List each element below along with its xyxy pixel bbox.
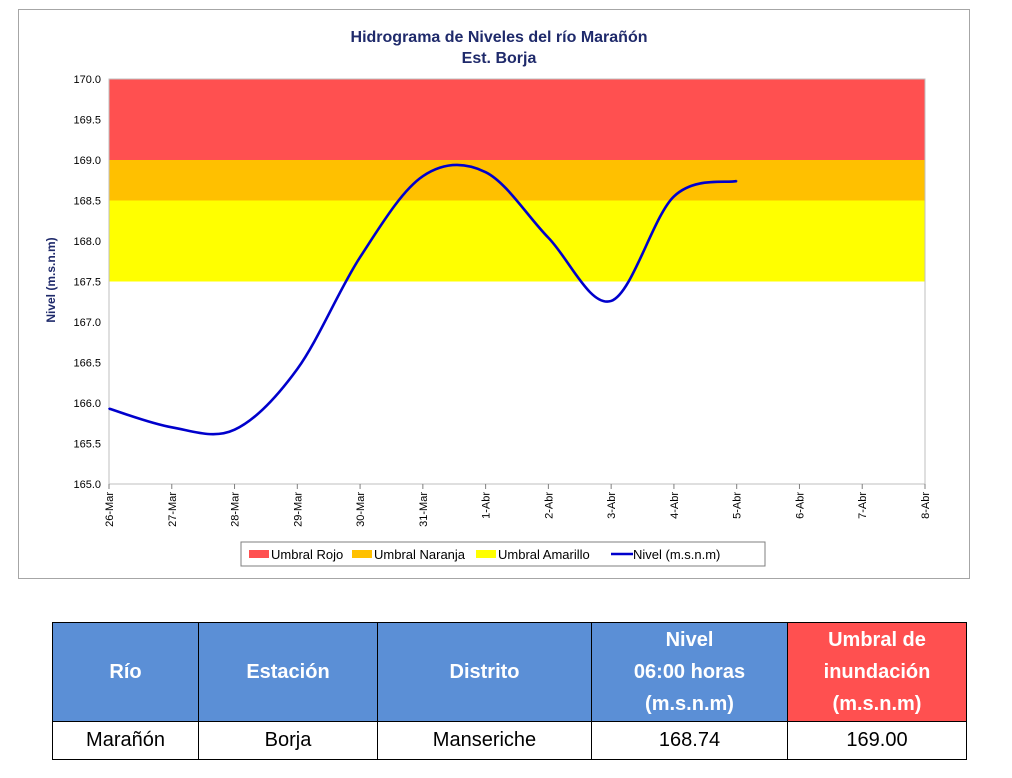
- series-point: [610, 300, 612, 302]
- y-tick-label: 165.5: [73, 439, 101, 451]
- chart-title: Hidrograma de Niveles del río Marañón: [351, 29, 648, 46]
- legend-label: Umbral Amarillo: [498, 547, 590, 562]
- series-point: [735, 180, 738, 182]
- plot-border: [108, 78, 926, 485]
- series-point: [233, 428, 236, 431]
- x-tick-label: 28-Mar: [230, 492, 242, 527]
- y-tick-label: 167.0: [73, 317, 101, 329]
- header-distrito: Distrito: [377, 622, 592, 722]
- cell-umbral: 169.00: [787, 721, 967, 760]
- header-rio: Río: [52, 622, 199, 722]
- legend-label: Nivel (m.s.n.m): [633, 547, 720, 562]
- x-tick-label: 5-Abr: [732, 492, 744, 519]
- y-axis-ticks: 165.0 165.5 166.0 166.5 167.0 167.5 168.0 168.5…: [73, 74, 101, 491]
- x-tick-label: 7-Abr: [857, 492, 869, 519]
- plot-area: [108, 78, 926, 485]
- legend-box: [240, 541, 766, 567]
- legend-label: Umbral Naranja: [374, 547, 466, 562]
- hydrograph-chart: Hidrograma de Niveles del río Marañón Es…: [44, 29, 932, 567]
- table-header-row: Río Estación Distrito Nivel 06:00 horas …: [52, 622, 967, 722]
- x-tick-label: 27-Mar: [167, 492, 179, 527]
- y-tick-label: 169.5: [73, 115, 101, 127]
- legend-swatch: [476, 550, 496, 558]
- x-tick-label: 6-Abr: [794, 492, 806, 519]
- x-tick-label: 3-Abr: [606, 492, 618, 519]
- cell-nivel: 168.74: [591, 721, 788, 760]
- header-umbral-line: (m.s.n.m): [832, 693, 922, 715]
- header-nivel-line: Nivel: [665, 629, 714, 651]
- cell-estacion: Borja: [198, 721, 378, 760]
- x-tick-label: 4-Abr: [669, 492, 681, 519]
- cell-distrito: Manseriche: [377, 721, 592, 760]
- x-tick-label: 1-Abr: [481, 492, 493, 519]
- band-umbral-naranja: [109, 160, 925, 201]
- y-tick-label: 166.0: [73, 398, 101, 410]
- header-umbral: Umbral de inundación (m.s.n.m): [787, 622, 967, 722]
- series-point: [484, 171, 487, 173]
- y-tick-label: 170.0: [73, 74, 101, 86]
- y-tick-label: 169.0: [73, 155, 101, 167]
- station-info-table: Río Estación Distrito Nivel 06:00 horas …: [52, 622, 967, 760]
- x-tick-label: 26-Mar: [104, 492, 116, 527]
- x-tick-label: 30-Mar: [355, 492, 367, 527]
- series-point: [422, 175, 424, 177]
- x-tick-label: 8-Abr: [920, 492, 932, 519]
- y-axis-title: Nivel (m.s.n.m): [44, 237, 58, 322]
- x-tick-label: 29-Mar: [292, 492, 304, 527]
- header-nivel: Nivel 06:00 horas (m.s.n.m): [591, 622, 788, 722]
- band-umbral-amarillo: [109, 200, 925, 282]
- series-point: [547, 236, 550, 239]
- legend-label: Umbral Rojo: [271, 547, 343, 562]
- series-point: [296, 368, 299, 370]
- table-row: Marañón Borja Manseriche 168.74 169.00: [52, 721, 967, 760]
- chart-legend: Umbral Rojo Umbral Naranja Umbral Amarillo…: [240, 541, 766, 567]
- series-point: [359, 256, 361, 258]
- header-estacion: Estación: [198, 622, 378, 722]
- y-tick-label: 168.0: [73, 236, 101, 248]
- series-layer: [108, 163, 738, 436]
- cell-rio: Marañón: [52, 721, 199, 760]
- chart-frame: Hidrograma de Niveles del río Marañón Es…: [18, 9, 970, 579]
- threshold-bands: [109, 79, 925, 282]
- y-tick-label: 168.5: [73, 196, 101, 208]
- y-tick-label: 167.5: [73, 277, 101, 289]
- x-tick-label: 31-Mar: [418, 492, 430, 527]
- series-point: [170, 426, 173, 429]
- legend-swatch: [249, 550, 269, 558]
- x-tick-label: 2-Abr: [543, 492, 555, 519]
- y-tick-label: 165.0: [73, 479, 101, 491]
- band-umbral-rojo: [109, 79, 925, 160]
- legend-swatch: [352, 550, 372, 558]
- y-tick-label: 166.5: [73, 358, 101, 370]
- header-nivel-line: (m.s.n.m): [645, 693, 734, 715]
- series-point: [673, 195, 675, 198]
- series-point: [108, 407, 110, 410]
- header-umbral-line: inundación: [823, 661, 931, 683]
- header-umbral-line: Umbral de: [828, 629, 926, 651]
- header-nivel-line: 06:00 horas: [633, 661, 746, 683]
- x-axis-ticks: 26-Mar 27-Mar 28-Mar 29-Mar 30-Mar 31-Mar 1-Ab…: [104, 484, 932, 527]
- chart-subtitle: Est. Borja: [462, 50, 537, 67]
